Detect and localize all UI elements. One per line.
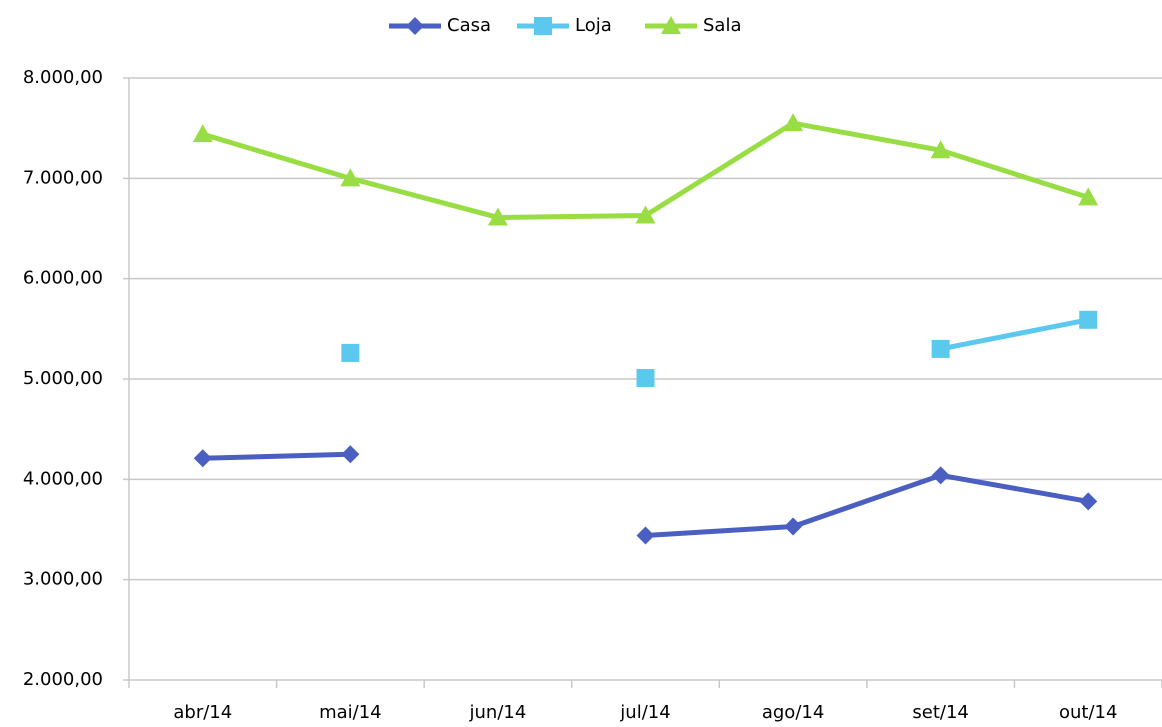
marker bbox=[931, 339, 950, 358]
marker bbox=[1078, 187, 1099, 206]
x-tick-label: mai/14 bbox=[319, 702, 382, 723]
x-tick-label: abr/14 bbox=[173, 702, 232, 723]
legend-label: Loja bbox=[575, 15, 612, 36]
y-tick-label: 2.000,00 bbox=[23, 669, 103, 690]
marker bbox=[1079, 492, 1098, 511]
marker bbox=[341, 343, 360, 362]
y-tick-label: 5.000,00 bbox=[23, 368, 103, 389]
x-tick-label: ago/14 bbox=[762, 702, 824, 723]
marker bbox=[193, 449, 212, 468]
x-tick-label: jun/14 bbox=[469, 702, 527, 723]
marker bbox=[636, 526, 655, 545]
marker bbox=[783, 113, 804, 132]
marker bbox=[784, 517, 803, 536]
marker bbox=[930, 140, 951, 159]
y-tick-label: 6.000,00 bbox=[23, 268, 103, 289]
marker bbox=[487, 207, 508, 226]
marker bbox=[341, 445, 360, 464]
marker bbox=[340, 168, 361, 187]
marker bbox=[192, 124, 213, 143]
series-line bbox=[940, 317, 1089, 352]
series-line bbox=[202, 451, 351, 461]
legend-label: Casa bbox=[447, 15, 491, 36]
x-tick-label: set/14 bbox=[912, 702, 968, 723]
x-tick-label: jul/14 bbox=[619, 702, 670, 723]
marker bbox=[931, 466, 950, 485]
marker bbox=[406, 17, 424, 35]
x-tick-label: out/14 bbox=[1059, 702, 1117, 723]
y-tick-label: 3.000,00 bbox=[23, 569, 103, 590]
marker bbox=[1079, 310, 1098, 329]
marker bbox=[635, 205, 656, 224]
legend-label: Sala bbox=[703, 15, 742, 36]
marker bbox=[636, 368, 655, 387]
y-tick-label: 4.000,00 bbox=[23, 468, 103, 489]
series-line bbox=[645, 472, 1089, 539]
y-tick-label: 7.000,00 bbox=[23, 167, 103, 188]
marker bbox=[534, 17, 552, 35]
y-tick-label: 8.000,00 bbox=[23, 67, 103, 88]
series-line bbox=[202, 120, 1089, 220]
marker bbox=[661, 16, 681, 34]
